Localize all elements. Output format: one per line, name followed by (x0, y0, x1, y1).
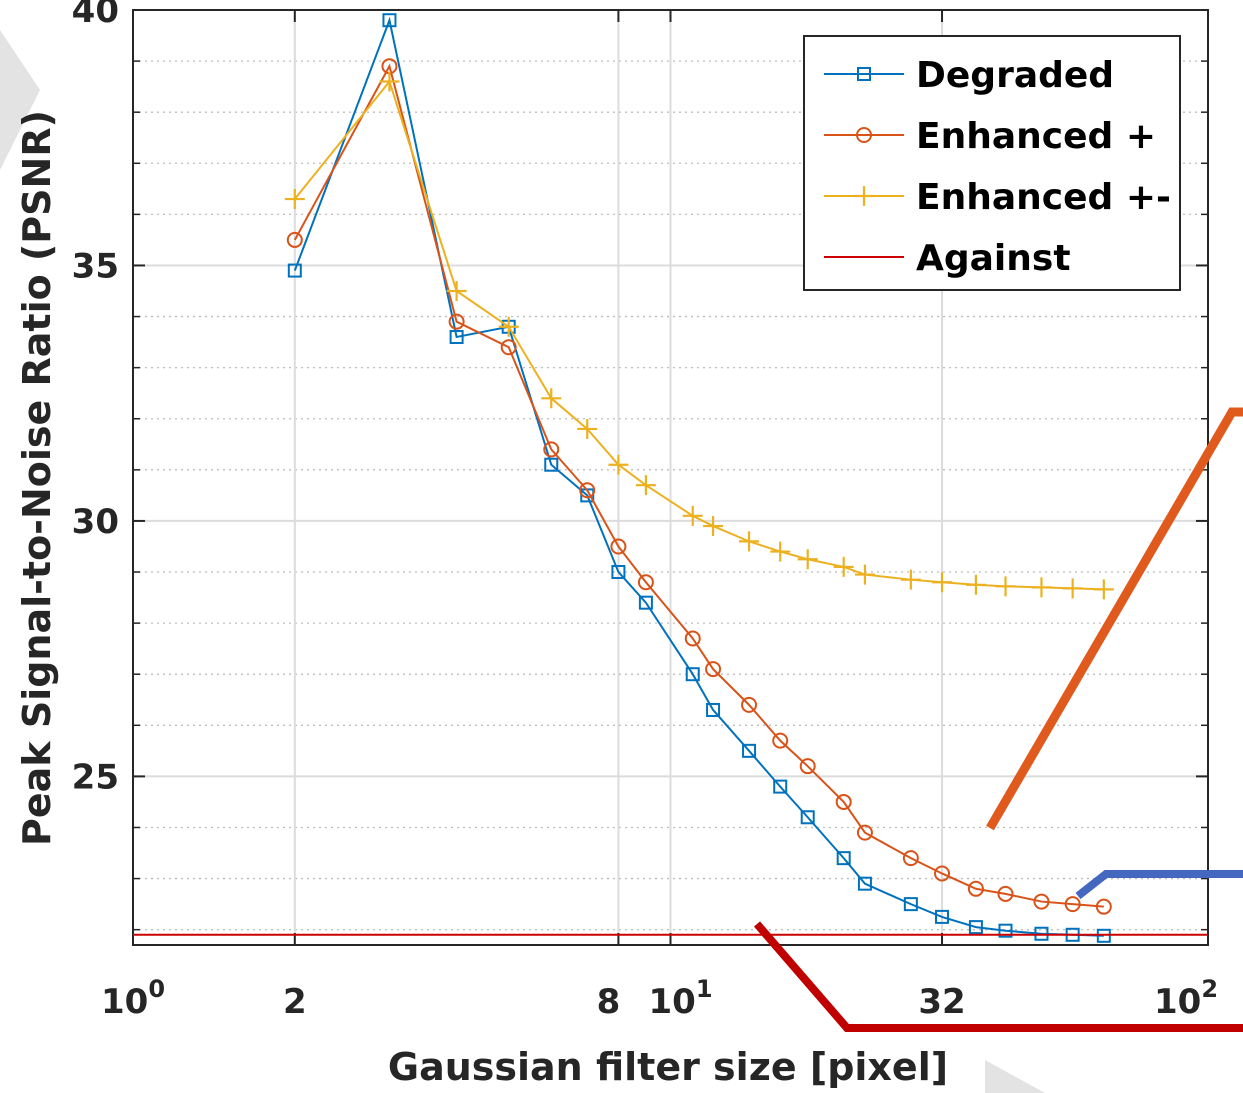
data-point-plus (379, 72, 399, 92)
x-axis-title: Gaussian filter size [pixel] (388, 1045, 948, 1089)
data-point-plus (703, 516, 723, 536)
decorative-gray-triangle-bottom (985, 1060, 1045, 1093)
legend-label: Against (916, 238, 1071, 279)
data-point-plus (285, 189, 305, 209)
data-point-plus (1063, 578, 1083, 598)
x-tick-label: 101 (648, 975, 712, 1022)
y-tick-label: 25 (72, 757, 119, 797)
y-axis-title: Peak Signal-to-Noise Ratio (PSNR) (15, 110, 59, 846)
data-point-plus (636, 475, 656, 495)
x-tick-label: 102 (1154, 975, 1218, 1022)
data-point-plus (1094, 579, 1114, 599)
x-tick-label: 32 (918, 982, 965, 1022)
data-point-plus (855, 565, 875, 585)
y-tick-label: 40 (72, 0, 119, 31)
y-tick-label: 30 (72, 502, 119, 542)
data-point-plus (770, 542, 790, 562)
data-point-plus (966, 575, 986, 595)
y-tick-label: 35 (72, 246, 119, 286)
decorative-orange-stroke (990, 412, 1243, 828)
decorative-blue-stroke (1078, 874, 1243, 896)
x-tick-label: 100 (101, 975, 165, 1022)
legend-label: Degraded (916, 55, 1114, 96)
x-tick-label: 2 (283, 982, 307, 1022)
data-point-plus (995, 576, 1015, 596)
x-tick-labels: 100 2 8 101 32 102 (101, 975, 1218, 1022)
data-point-plus (739, 531, 759, 551)
data-point-plus (834, 557, 854, 577)
legend-label: Enhanced + (916, 116, 1156, 157)
y-tick-labels: 25 30 35 40 (72, 0, 119, 797)
data-point-plus (798, 549, 818, 569)
data-point-plus (932, 572, 952, 592)
data-point-plus (683, 506, 703, 526)
x-tick-label: 8 (597, 982, 621, 1022)
legend: Degraded Enhanced + Enhanced +- Against (804, 36, 1180, 290)
legend-label: Enhanced +- (916, 177, 1171, 218)
data-point-plus (1031, 577, 1051, 597)
data-point-plus (901, 570, 921, 590)
